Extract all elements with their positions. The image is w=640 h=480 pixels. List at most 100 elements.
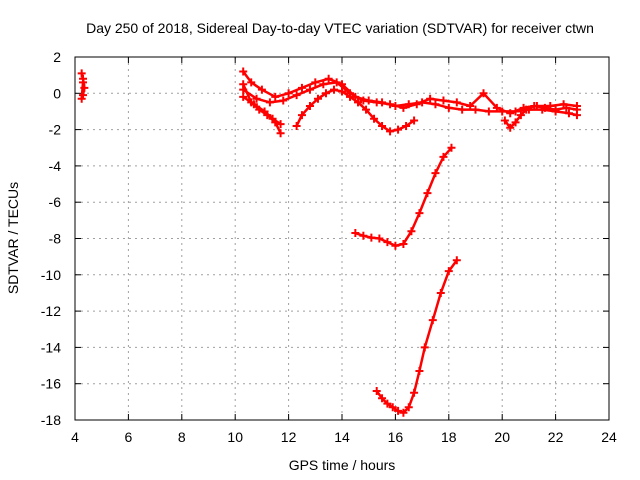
data-point xyxy=(77,94,86,103)
data-point xyxy=(372,386,381,395)
y-tick-label: -4 xyxy=(49,158,62,174)
data-point xyxy=(313,94,322,103)
x-tick-label: 10 xyxy=(227,429,243,445)
y-tick-label: 0 xyxy=(53,85,61,101)
data-point xyxy=(305,102,314,111)
data-point xyxy=(444,103,453,112)
data-point xyxy=(370,114,379,123)
data-point xyxy=(271,92,280,101)
data-point xyxy=(247,78,256,87)
data-point xyxy=(402,121,411,130)
y-tick-label: -16 xyxy=(41,376,61,392)
series-line xyxy=(375,259,459,414)
data-point xyxy=(391,241,400,250)
data-point xyxy=(410,116,419,125)
x-tick-labels: 4 6 8 10 12 14 16 18 20 22 24 xyxy=(71,429,617,445)
data-point xyxy=(324,74,333,83)
data-point xyxy=(332,78,341,87)
x-axis-label: GPS time / hours xyxy=(289,457,396,473)
data-point xyxy=(551,105,560,114)
data-point xyxy=(431,100,440,109)
y-tick-label: 2 xyxy=(53,49,61,65)
data-point xyxy=(447,143,456,152)
data-point xyxy=(522,105,531,114)
axis-ticks xyxy=(74,56,610,421)
data-point xyxy=(260,107,269,116)
data-point xyxy=(378,394,387,403)
data-point xyxy=(297,111,306,120)
data-point xyxy=(572,105,581,114)
data-point xyxy=(423,189,432,198)
data-point xyxy=(249,100,258,109)
series-line xyxy=(503,104,579,130)
data-point xyxy=(362,105,371,114)
data-point xyxy=(399,408,408,417)
data-point xyxy=(354,98,363,107)
y-tick-label: -10 xyxy=(41,267,61,283)
data-point xyxy=(452,98,461,107)
data-point xyxy=(279,96,288,105)
data-series xyxy=(77,67,581,417)
data-point xyxy=(399,239,408,248)
series-line xyxy=(354,146,453,248)
data-point xyxy=(276,120,285,129)
y-tick-label: -18 xyxy=(41,412,61,428)
data-point xyxy=(367,233,376,242)
data-point xyxy=(305,85,314,94)
data-point xyxy=(458,105,467,114)
data-point xyxy=(79,78,88,87)
data-point xyxy=(415,366,424,375)
data-point xyxy=(359,231,368,240)
data-point xyxy=(239,92,248,101)
y-tick-label: -6 xyxy=(49,194,62,210)
series-early xyxy=(77,69,89,103)
data-point xyxy=(439,152,448,161)
data-point xyxy=(492,103,501,112)
y-tick-label: -14 xyxy=(41,339,61,355)
y-tick-labels: 2 0 -2 -4 -6 -8 -10 -12 -14 -16 -18 xyxy=(41,49,61,428)
x-tick-label: 6 xyxy=(125,429,133,445)
data-point xyxy=(252,94,261,103)
data-point xyxy=(431,169,440,178)
data-point xyxy=(452,256,461,265)
data-point xyxy=(399,103,408,112)
series-track-b xyxy=(239,78,581,118)
data-point xyxy=(564,109,573,118)
x-tick-label: 18 xyxy=(441,429,457,445)
series-track-d xyxy=(239,92,285,129)
x-tick-label: 8 xyxy=(178,429,186,445)
y-tick-label: -12 xyxy=(41,303,61,319)
data-point xyxy=(530,102,539,111)
series-arc-mid xyxy=(351,143,456,250)
x-tick-label: 24 xyxy=(601,429,617,445)
x-tick-label: 12 xyxy=(281,429,297,445)
data-point xyxy=(511,118,520,127)
data-point xyxy=(479,89,488,98)
data-point xyxy=(388,403,397,412)
y-tick-label: -8 xyxy=(49,231,62,247)
data-point xyxy=(484,107,493,116)
x-tick-label: 16 xyxy=(388,429,404,445)
data-point xyxy=(444,267,453,276)
data-point xyxy=(506,109,515,118)
data-point xyxy=(383,399,392,408)
data-point xyxy=(338,87,346,96)
x-tick-label: 14 xyxy=(334,429,350,445)
data-point xyxy=(346,92,355,101)
data-point xyxy=(428,316,437,325)
chart-title: Day 250 of 2018, Sidereal Day-to-day VTE… xyxy=(86,20,594,36)
data-point xyxy=(80,83,89,92)
data-point xyxy=(439,96,448,105)
data-point xyxy=(329,85,338,94)
grid-lines xyxy=(75,57,609,420)
data-point xyxy=(436,288,445,297)
y-axis-label: SDTVAR / TECUs xyxy=(5,182,21,294)
data-point xyxy=(292,91,301,100)
data-point xyxy=(239,67,248,76)
x-tick-label: 4 xyxy=(71,429,79,445)
data-point xyxy=(383,238,392,247)
data-point xyxy=(378,121,387,130)
data-point xyxy=(410,388,419,397)
data-point xyxy=(516,111,525,120)
data-point xyxy=(386,100,395,109)
